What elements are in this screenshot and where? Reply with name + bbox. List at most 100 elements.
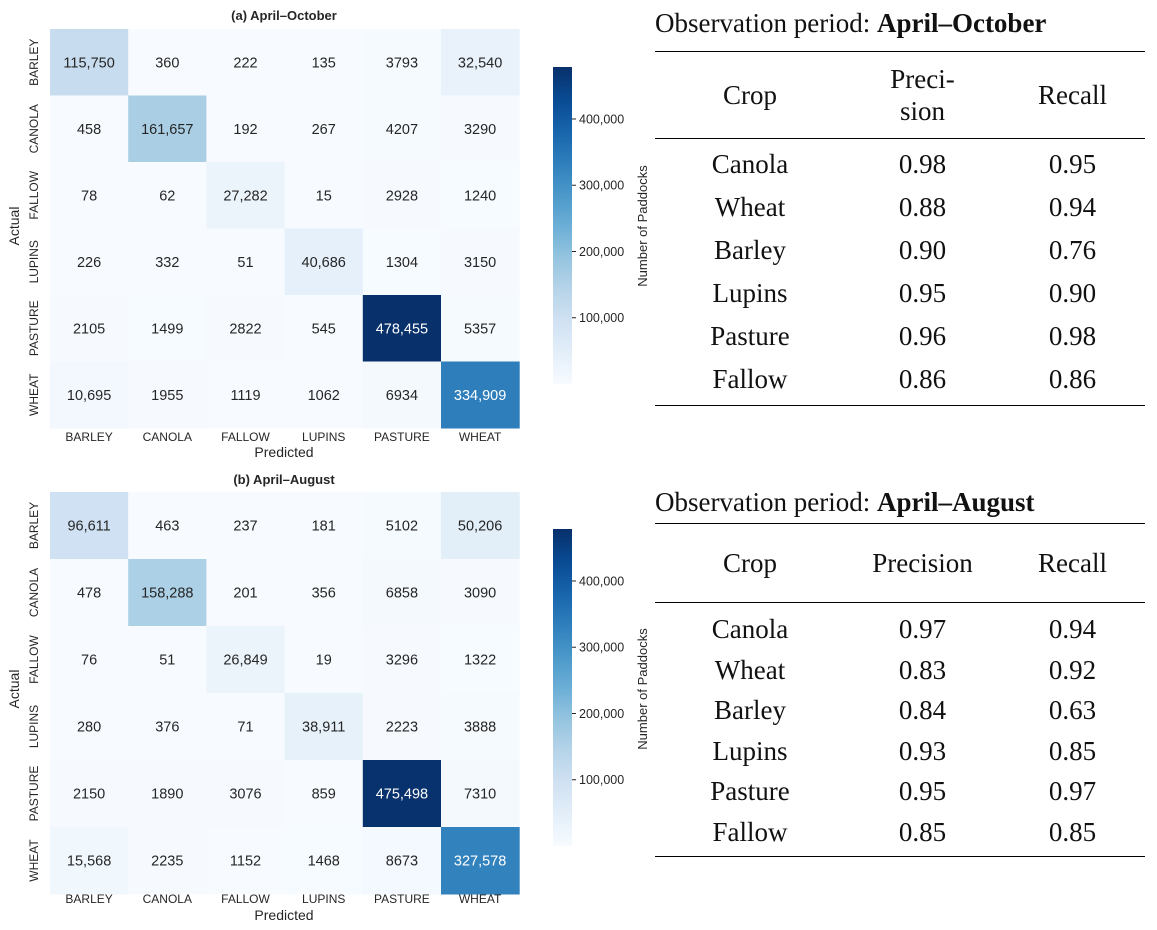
heatmap-cell	[284, 693, 364, 761]
heatmap-cell	[128, 827, 207, 895]
y-tick-label: WHEAT	[27, 373, 41, 416]
y-tick-label: WHEAT	[27, 839, 41, 882]
cell-value-label: 334,909	[454, 388, 506, 404]
cell-value-label: 2235	[151, 854, 183, 870]
x-axis-label: Predicted	[254, 907, 313, 923]
precision-cell: 0.95	[898, 776, 947, 806]
heatmap-cell	[206, 29, 286, 96]
table-title-prefix: Observation period:	[655, 487, 877, 517]
cell-value-label: 32,540	[458, 55, 502, 71]
heatmap-cell	[50, 492, 129, 560]
heatmap-cell	[441, 559, 520, 627]
x-tick-label: FALLOW	[221, 430, 270, 444]
heatmap-cell	[284, 827, 364, 895]
heatmap-cell	[206, 361, 286, 429]
table-row: Barley 0.84 0.63	[655, 690, 1145, 731]
heatmap-cell	[362, 693, 442, 761]
precision-cell: 0.93	[898, 735, 947, 766]
heatmap-cell	[50, 295, 129, 362]
cell-value-label: 2223	[386, 720, 418, 736]
cell-value-label: 332	[155, 255, 179, 271]
cell-value-label: 478	[77, 586, 101, 602]
cell-value-label: 71	[237, 720, 253, 736]
cell-value-label: 3090	[464, 586, 496, 602]
x-tick-label: LUPINS	[302, 892, 345, 906]
table-row: Lupins 0.93 0.85	[655, 731, 1145, 772]
heatmap-cell	[206, 760, 286, 828]
cell-value-label: 3150	[464, 255, 496, 271]
table-body: Canola 0.97 0.94 Wheat 0.83 0.92 Barley 0.84 0.6…	[655, 603, 1145, 852]
heatmap-cell	[362, 295, 442, 362]
heatmap-cell	[50, 228, 129, 296]
cell-value-label: 3793	[386, 55, 418, 71]
x-axis-label: Predicted	[254, 444, 313, 460]
precision-cell: 0.95	[898, 278, 947, 308]
cell-value-label: 40,686	[302, 255, 346, 271]
heatmap-cell	[362, 827, 442, 895]
recall-cell: 0.94	[1048, 614, 1097, 644]
colorbar-label: Number of Paddocks	[635, 165, 650, 287]
heatmap-title: (a) April–October	[231, 8, 337, 23]
confusion-matrix-april-august: (b) April–August 96,611 463 237 181 5102 50,2…	[6, 472, 650, 923]
heatmap-cell	[362, 162, 442, 229]
table-row: Canola 0.98 0.95	[655, 143, 1145, 186]
cell-value-label: 458	[77, 122, 101, 138]
heatmap-cell	[441, 693, 520, 761]
heatmap-cell	[284, 29, 364, 96]
cell-value-label: 280	[77, 720, 101, 736]
table-title-period: April–October	[876, 8, 1047, 38]
cell-value-label: 15,568	[67, 854, 111, 870]
cell-value-label: 51	[237, 255, 253, 271]
cell-value-label: 51	[159, 653, 175, 669]
heatmap-cell	[362, 559, 442, 627]
cell-value-label: 1062	[308, 388, 340, 404]
x-tick-label: FALLOW	[221, 892, 270, 906]
y-tick-label: PASTURE	[27, 300, 41, 356]
header-precision: Preci-sion	[845, 63, 1000, 127]
colorbar-tick-label: 300,000	[579, 179, 624, 193]
cell-value-label: 201	[233, 586, 257, 602]
heatmap-cell	[362, 492, 442, 560]
header-precision-line1: Preci-	[890, 64, 955, 94]
cell-value-label: 26,849	[223, 653, 267, 669]
cell-value-label: 62	[159, 188, 175, 204]
heatmap-cell	[50, 29, 129, 96]
crop-cell: Fallow	[712, 816, 788, 847]
cell-value-label: 545	[312, 321, 336, 337]
cell-value-label: 5102	[386, 519, 418, 535]
precision-cell: 0.88	[898, 192, 947, 222]
heatmap-cell	[362, 626, 442, 694]
table-row: Fallow 0.86 0.86	[655, 358, 1145, 401]
precision-cell: 0.86	[898, 364, 947, 394]
header-precision-line2: sion	[899, 96, 945, 126]
heatmap-cell	[50, 760, 129, 828]
crop-cell: Lupins	[712, 278, 788, 308]
heatmap-cell	[362, 228, 442, 296]
cell-value-label: 2928	[386, 188, 418, 204]
heatmap-cell	[441, 760, 520, 828]
heatmap-cell	[284, 492, 364, 560]
cell-value-label: 27,282	[223, 188, 267, 204]
y-tick-label: CANOLA	[27, 568, 41, 617]
cell-value-label: 15	[316, 188, 332, 204]
heatmap-cell	[441, 228, 520, 296]
table-row: Pasture 0.96 0.98	[655, 315, 1145, 358]
cell-value-label: 1240	[464, 188, 496, 204]
heatmap-cell	[284, 760, 364, 828]
cell-value-label: 181	[312, 519, 336, 535]
table-row: Pasture 0.95 0.97	[655, 771, 1145, 812]
heatmap-cell	[441, 492, 520, 560]
heatmap-cell	[441, 295, 520, 362]
crop-cell: Canola	[711, 149, 789, 179]
heatmap-cell	[206, 693, 286, 761]
x-tick-label: LUPINS	[302, 430, 345, 444]
cell-value-label: 115,750	[63, 55, 114, 71]
heatmap-cell	[284, 228, 364, 296]
cell-value-label: 6858	[386, 586, 418, 602]
colorbar-tick-label: 200,000	[579, 245, 624, 259]
heatmap-cell	[50, 162, 129, 229]
cell-value-label: 463	[155, 519, 179, 535]
cell-value-label: 76	[81, 653, 97, 669]
colorbar	[553, 67, 572, 384]
cell-value-label: 356	[312, 586, 336, 602]
